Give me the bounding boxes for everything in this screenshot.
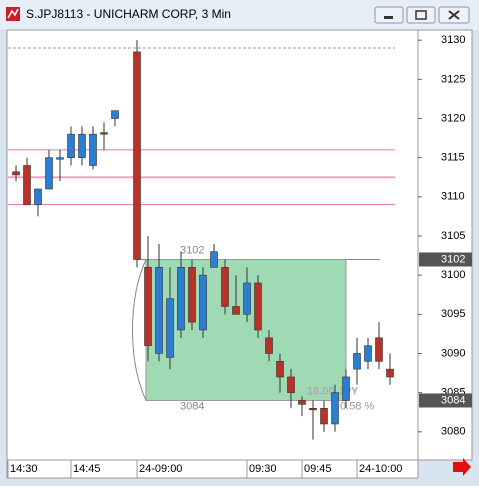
price-marker bbox=[419, 393, 472, 408]
candle-body bbox=[199, 274, 207, 331]
candle-body bbox=[309, 408, 317, 411]
candle-body bbox=[331, 392, 339, 425]
y-tick-label: 3105 bbox=[441, 230, 465, 242]
candle-body bbox=[243, 282, 251, 315]
y-tick-label: 3110 bbox=[441, 191, 465, 203]
candle-body bbox=[298, 400, 306, 405]
candle-body bbox=[353, 353, 361, 370]
candle-body bbox=[155, 267, 163, 354]
x-tick-label: 09:45 bbox=[304, 463, 332, 475]
x-axis-area bbox=[6, 459, 419, 479]
chart-layer: 3080308530903095310031053110311531203125… bbox=[7, 34, 472, 478]
candle-body bbox=[12, 171, 20, 176]
y-axis-area bbox=[417, 29, 473, 461]
x-tick-label: 24-10:00 bbox=[359, 463, 402, 475]
candle-body bbox=[67, 133, 75, 158]
x-tick-label: 09:30 bbox=[249, 463, 277, 475]
y-tick-label: 3125 bbox=[441, 73, 465, 85]
candle-body bbox=[320, 408, 328, 425]
candle-body bbox=[133, 51, 141, 260]
candle-body bbox=[232, 306, 240, 315]
range-arc bbox=[132, 259, 147, 401]
candle-body bbox=[34, 188, 42, 205]
price-marker-label: 3102 bbox=[441, 253, 465, 265]
y-tick-label: 3130 bbox=[441, 34, 465, 46]
candle-body bbox=[210, 251, 218, 268]
candle-body bbox=[221, 267, 229, 307]
minimize-button[interactable] bbox=[374, 6, 404, 24]
range-low-label: 3084 bbox=[180, 400, 204, 412]
restore-button[interactable] bbox=[406, 6, 436, 24]
candle-body bbox=[287, 376, 295, 393]
y-tick-label: 3120 bbox=[441, 112, 465, 124]
candle-body bbox=[375, 337, 383, 362]
candle-body bbox=[45, 157, 53, 190]
candle-body bbox=[111, 110, 119, 119]
price-marker-label: 3084 bbox=[441, 394, 465, 406]
y-tick-label: 3080 bbox=[441, 426, 465, 438]
app-icon-glyph bbox=[7, 8, 19, 19]
candle-body bbox=[23, 165, 31, 205]
minimize-icon bbox=[384, 16, 393, 19]
y-tick-label: 3115 bbox=[441, 152, 465, 164]
range-box bbox=[145, 258, 347, 401]
range-percent-label: 0.58 % bbox=[340, 400, 374, 412]
candle-body bbox=[276, 361, 284, 378]
y-tick-label: 3095 bbox=[441, 308, 465, 320]
candle-body bbox=[56, 157, 64, 160]
candle-body bbox=[78, 133, 86, 158]
candle-body bbox=[177, 267, 185, 331]
candle-body bbox=[254, 282, 262, 331]
candle-body bbox=[166, 298, 174, 358]
x-tick-label: 24-09:00 bbox=[139, 463, 182, 475]
y-tick-label: 3090 bbox=[441, 347, 465, 359]
candle-body bbox=[386, 368, 394, 378]
y-tick-label: 3100 bbox=[441, 269, 465, 281]
candle-body bbox=[89, 133, 97, 166]
x-tick-label: 14:45 bbox=[73, 463, 101, 475]
close-icon bbox=[448, 10, 460, 20]
candle-body bbox=[364, 345, 372, 362]
candle-body bbox=[144, 267, 152, 346]
scroll-arrow[interactable] bbox=[453, 458, 471, 476]
restore-icon bbox=[415, 10, 427, 20]
candle-body bbox=[265, 337, 273, 354]
range-high-label: 3102 bbox=[180, 244, 204, 256]
price-marker bbox=[419, 252, 472, 267]
candle-body bbox=[100, 132, 108, 135]
candle-body bbox=[188, 267, 196, 323]
window-title: S.JPJ8113 - UNICHARM CORP, 3 Min bbox=[26, 7, 231, 21]
candle-body bbox=[342, 376, 350, 401]
x-tick-label: 14:30 bbox=[10, 463, 38, 475]
